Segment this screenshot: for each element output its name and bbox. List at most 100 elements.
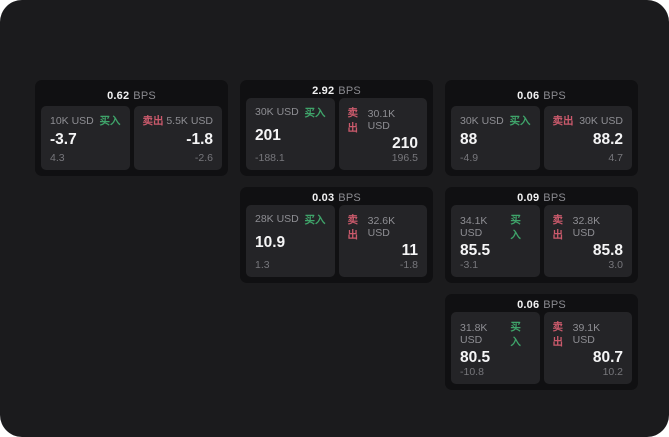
buy-side-label: 买入 [510, 320, 521, 348]
buy-quote-panel[interactable]: 34.1K USD 买入 85.5 -3.1 [451, 204, 540, 277]
quote-grid: 0.62 BPS 10K USD 买入 -3.7 4.3 卖出 5.5K USD… [35, 80, 638, 390]
sell-sub-value: 3.0 [608, 259, 623, 271]
buy-label-row: 28K USD 买入 [255, 212, 326, 227]
sell-price-value: 210 [392, 134, 418, 152]
buy-quote-panel[interactable]: 10K USD 买入 -3.7 4.3 [41, 106, 130, 170]
sell-quote-panel[interactable]: 卖出 5.5K USD -1.8 -2.6 [133, 106, 222, 170]
bps-header: 0.03 BPS [246, 192, 427, 205]
bps-value: 0.03 [312, 192, 335, 205]
sell-label-row: 卖出 30K USD [553, 113, 624, 128]
buy-label-row: 10K USD 买入 [50, 113, 121, 128]
sell-label-row: 卖出 32.6K USD [348, 212, 419, 242]
sell-side-label: 卖出 [347, 106, 359, 134]
bps-header: 0.62 BPS [41, 85, 222, 106]
buy-sub-value: -188.1 [255, 152, 285, 164]
sell-sub-value: 10.2 [602, 366, 623, 378]
buy-quote-panel[interactable]: 31.8K USD 买入 80.5 -10.8 [451, 311, 540, 384]
sell-notional-label: 5.5K USD [166, 114, 213, 127]
sell-price-value: -1.8 [186, 131, 213, 149]
buy-side-label: 买入 [99, 115, 121, 127]
quote-card: 0.03 BPS 28K USD 买入 10.9 1.3 卖出 32.6K US… [240, 187, 433, 283]
sell-notional-label: 30.1K USD [367, 107, 396, 132]
bps-value: 0.06 [517, 89, 540, 102]
sell-side-label: 卖出 [552, 320, 564, 348]
buy-notional-label: 31.8K USD [460, 321, 488, 346]
bps-value: 0.09 [517, 192, 540, 205]
buy-notional-label: 34.1K USD [460, 214, 488, 239]
bps-value: 0.06 [517, 299, 540, 312]
buy-side-label: 买入 [304, 213, 326, 226]
quote-panels: 31.8K USD 买入 80.5 -10.8 卖出 39.1K USD 80.… [451, 311, 632, 384]
sell-sub-value: -1.8 [399, 259, 418, 271]
bps-unit-label: BPS [543, 192, 566, 205]
buy-price-value: 85.5 [460, 241, 491, 259]
buy-quote-panel[interactable]: 30K USD 买入 88 -4.9 [451, 106, 540, 170]
sell-price-value: 85.8 [592, 241, 623, 259]
sell-price-value: 80.7 [592, 348, 623, 366]
buy-side-label: 买入 [304, 106, 326, 119]
buy-price-value: 88 [460, 131, 478, 149]
sell-side-label: 卖出 [552, 213, 564, 241]
sell-notional-label: 30K USD [579, 114, 623, 127]
buy-price-value: 10.9 [255, 234, 286, 252]
sell-side-label: 卖出 [552, 115, 574, 127]
sell-label-row: 卖出 5.5K USD [143, 113, 214, 128]
sell-label-row: 卖出 39.1K USD [553, 319, 624, 349]
bps-unit-label: BPS [543, 89, 566, 102]
quote-card: 0.09 BPS 34.1K USD 买入 85.5 -3.1 卖出 32.8K… [445, 187, 638, 283]
quote-panels: 28K USD 买入 10.9 1.3 卖出 32.6K USD 11 -1.8 [246, 204, 427, 277]
sell-quote-panel[interactable]: 卖出 39.1K USD 80.7 10.2 [543, 311, 632, 384]
sell-side-label: 卖出 [142, 115, 164, 127]
buy-price-value: 201 [255, 127, 281, 145]
buy-quote-panel[interactable]: 28K USD 买入 10.9 1.3 [246, 204, 335, 277]
sell-sub-value: 4.7 [608, 151, 623, 164]
buy-sub-value: -10.8 [460, 366, 484, 378]
buy-notional-label: 30K USD [255, 106, 299, 119]
bps-header: 0.06 BPS [451, 299, 632, 312]
buy-side-label: 买入 [509, 115, 531, 127]
buy-quote-panel[interactable]: 30K USD 买入 201 -188.1 [246, 97, 335, 170]
quote-card: 2.92 BPS 30K USD 买入 201 -188.1 卖出 30.1K … [240, 80, 433, 176]
sell-label-row: 卖出 32.8K USD [553, 212, 624, 242]
sell-sub-value: 196.5 [391, 152, 418, 164]
quote-panels: 30K USD 买入 201 -188.1 卖出 30.1K USD 210 1… [246, 97, 427, 170]
sell-quote-panel[interactable]: 卖出 30K USD 88.2 4.7 [543, 106, 632, 170]
buy-label-row: 30K USD 买入 [255, 105, 326, 120]
quote-panels: 30K USD 买入 88 -4.9 卖出 30K USD 88.2 4.7 [451, 106, 632, 170]
buy-label-row: 30K USD 买入 [460, 113, 531, 128]
bps-unit-label: BPS [543, 299, 566, 312]
buy-sub-value: -4.9 [460, 151, 479, 164]
bps-header: 0.06 BPS [451, 85, 632, 106]
sell-notional-label: 32.8K USD [572, 214, 601, 239]
buy-price-value: -3.7 [50, 131, 77, 149]
bps-value: 0.62 [107, 89, 130, 102]
sell-price-value: 88.2 [592, 131, 623, 149]
sell-price-value: 11 [401, 241, 418, 259]
buy-label-row: 31.8K USD 买入 [460, 319, 531, 349]
sell-label-row: 卖出 30.1K USD [348, 105, 419, 135]
bps-header: 0.09 BPS [451, 192, 632, 205]
sell-quote-panel[interactable]: 卖出 32.8K USD 85.8 3.0 [543, 204, 632, 277]
buy-notional-label: 10K USD [50, 114, 94, 127]
buy-side-label: 买入 [510, 213, 521, 241]
sell-notional-label: 32.6K USD [367, 214, 396, 239]
buy-price-value: 80.5 [460, 348, 491, 366]
quote-card: 0.62 BPS 10K USD 买入 -3.7 4.3 卖出 5.5K USD… [35, 80, 228, 176]
sell-side-label: 卖出 [347, 213, 359, 241]
bps-unit-label: BPS [133, 89, 156, 102]
sell-sub-value: -2.6 [194, 151, 213, 164]
sell-quote-panel[interactable]: 卖出 30.1K USD 210 196.5 [338, 97, 427, 170]
buy-label-row: 34.1K USD 买入 [460, 212, 531, 242]
bps-unit-label: BPS [338, 85, 361, 98]
buy-sub-value: 4.3 [50, 151, 65, 164]
quote-card: 0.06 BPS 30K USD 买入 88 -4.9 卖出 30K USD 8… [445, 80, 638, 176]
buy-notional-label: 30K USD [460, 114, 504, 127]
quote-panels: 10K USD 买入 -3.7 4.3 卖出 5.5K USD -1.8 -2.… [41, 106, 222, 170]
sell-quote-panel[interactable]: 卖出 32.6K USD 11 -1.8 [338, 204, 427, 277]
bps-header: 2.92 BPS [246, 85, 427, 98]
bps-value: 2.92 [312, 85, 335, 98]
quote-card: 0.06 BPS 31.8K USD 买入 80.5 -10.8 卖出 39.1… [445, 294, 638, 390]
buy-sub-value: 1.3 [255, 259, 270, 271]
buy-notional-label: 28K USD [255, 213, 299, 226]
